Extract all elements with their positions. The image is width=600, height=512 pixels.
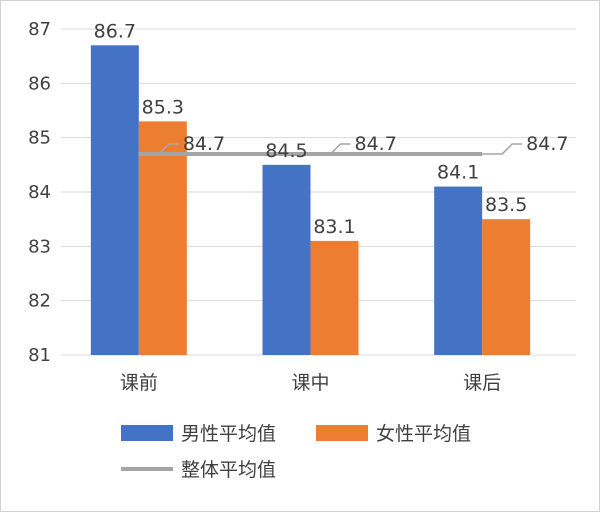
y-tick-label: 85 bbox=[28, 128, 51, 149]
legend-label: 整体平均值 bbox=[181, 459, 276, 481]
y-tick-label: 87 bbox=[28, 19, 51, 40]
y-tick-label: 84 bbox=[28, 182, 51, 203]
y-tick-label: 82 bbox=[28, 291, 51, 312]
legend-swatch bbox=[121, 425, 173, 441]
bar bbox=[310, 240, 359, 355]
bar bbox=[90, 45, 139, 356]
bar-data-label: 84.1 bbox=[437, 162, 479, 184]
line-label-leader bbox=[482, 143, 523, 155]
bar bbox=[138, 121, 187, 355]
bar bbox=[434, 186, 483, 355]
y-tick-label: 83 bbox=[28, 236, 51, 257]
bar bbox=[262, 164, 311, 355]
bar-data-label: 84.5 bbox=[265, 140, 307, 162]
bar bbox=[482, 219, 531, 355]
legend-swatch bbox=[316, 425, 368, 441]
y-tick-label: 81 bbox=[28, 345, 51, 366]
y-tick-label: 86 bbox=[28, 73, 51, 94]
bar-data-label: 85.3 bbox=[142, 96, 184, 118]
line-data-label: 84.7 bbox=[526, 133, 568, 155]
line-label-leader bbox=[310, 143, 351, 155]
legend-label: 男性平均值 bbox=[181, 423, 276, 445]
x-tick-label: 课前 bbox=[120, 372, 158, 394]
line-data-label: 84.7 bbox=[183, 133, 225, 155]
x-tick-label: 课后 bbox=[463, 372, 501, 394]
bar-data-label: 83.5 bbox=[485, 194, 527, 216]
bar-data-label: 86.7 bbox=[94, 20, 136, 42]
x-tick-label: 课中 bbox=[291, 372, 329, 394]
legend-label: 女性平均值 bbox=[376, 423, 471, 445]
bar-data-label: 83.1 bbox=[313, 216, 355, 238]
line-data-label: 84.7 bbox=[355, 133, 397, 155]
line-label-leader bbox=[138, 143, 179, 155]
